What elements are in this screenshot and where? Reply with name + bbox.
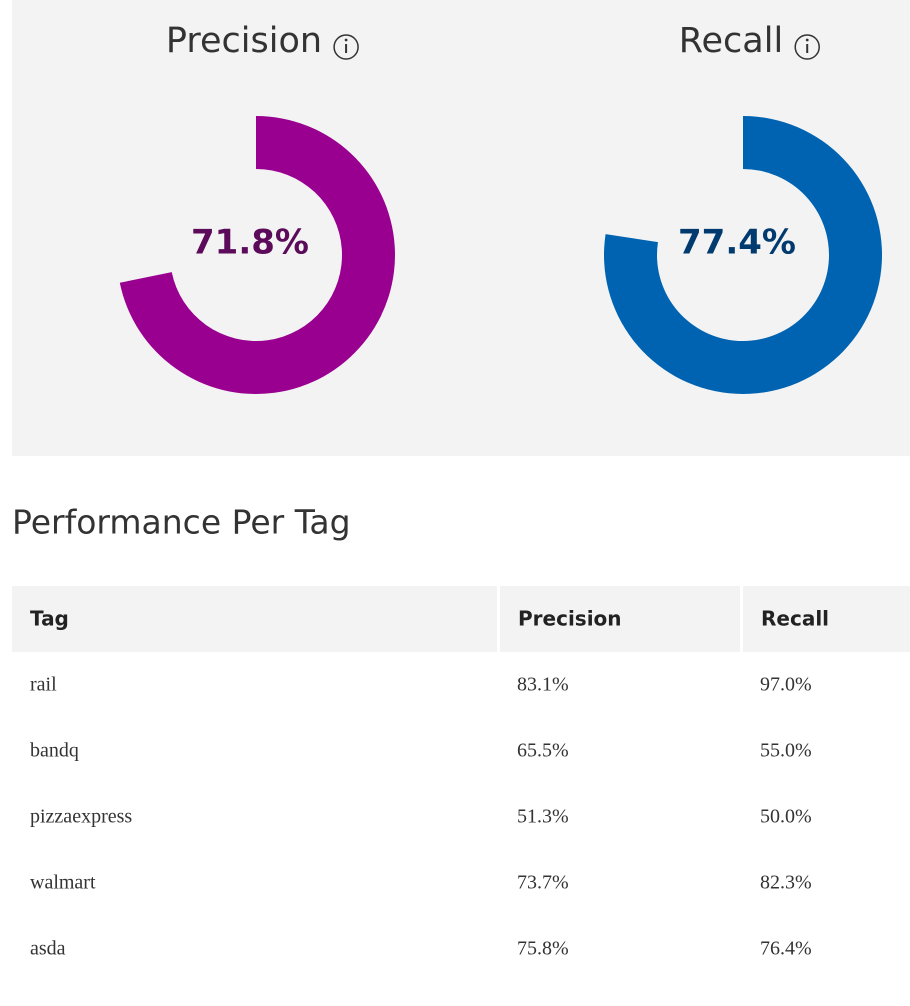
info-icon[interactable] (794, 34, 820, 60)
gauge-title: Precision (166, 21, 322, 61)
donut-value-label: 71.8% (191, 223, 309, 263)
table-cell: 55.0% (760, 740, 812, 762)
table-header-text: Recall (761, 607, 829, 631)
table-header-text: Tag (30, 607, 69, 631)
table-cell: 82.3% (760, 872, 812, 894)
table-cell: walmart (30, 872, 96, 894)
table-header-text: Precision (518, 607, 622, 631)
table-cell: asda (30, 938, 66, 960)
table-cell: 50.0% (760, 806, 812, 828)
table-cell: 65.5% (517, 740, 569, 762)
section-title: Performance Per Tag (12, 503, 351, 542)
info-icon-dot (805, 38, 809, 42)
table-cell: 97.0% (760, 674, 812, 696)
table-cell: 73.7% (517, 872, 569, 894)
donut-arc (119, 116, 396, 395)
table-header-cell (743, 586, 910, 652)
info-icon-stem (345, 44, 348, 53)
table-header-cell (500, 586, 740, 652)
table-cell: rail (30, 674, 57, 696)
table-cell: 51.3% (517, 806, 569, 828)
table-cell: 75.8% (517, 938, 569, 960)
donut-value-label: 77.4% (678, 223, 796, 263)
table-cell: 76.4% (760, 938, 812, 960)
info-icon-dot (344, 38, 348, 42)
table-cell: 83.1% (517, 674, 569, 696)
table-cell: bandq (30, 740, 79, 762)
info-icon[interactable] (333, 34, 359, 60)
table-cell: pizzaexpress (30, 806, 132, 828)
info-icon-stem (806, 44, 809, 53)
table-header-cell (12, 586, 497, 652)
donut-arc (603, 116, 882, 395)
gauge-title: Recall (679, 21, 783, 61)
